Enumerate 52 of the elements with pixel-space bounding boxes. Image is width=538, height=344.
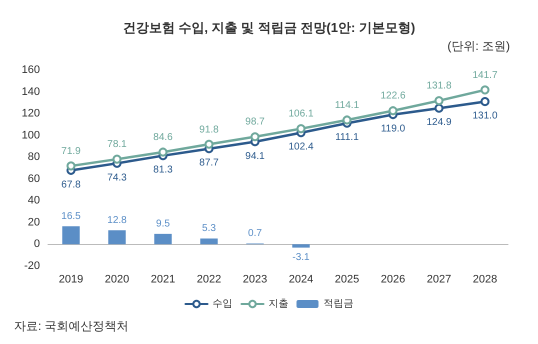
x-tick-label: 2019 [58, 274, 84, 286]
data-label: 71.9 [61, 146, 82, 157]
data-label: 124.9 [426, 117, 452, 128]
data-label: 67.8 [61, 179, 82, 190]
y-tick-label: 140 [22, 86, 40, 98]
data-label: 131.8 [426, 80, 452, 92]
data-label: 84.6 [153, 132, 174, 144]
x-tick-label: 2024 [288, 274, 314, 286]
data-label: 141.7 [472, 70, 498, 81]
legend-label: 지출 [268, 298, 288, 310]
data-label: 114.1 [334, 100, 360, 111]
data-label: 16.5 [61, 210, 82, 222]
text: (단위: 조원) [447, 39, 510, 53]
legend-label: 수입 [212, 298, 232, 310]
data-label: 81.3 [153, 164, 174, 176]
data-label: 5.3 [202, 222, 216, 234]
x-tick-label: 2021 [150, 274, 176, 286]
data-label: 122.6 [380, 90, 406, 102]
data-label: 94.1 [245, 150, 266, 162]
data-label: 98.7 [245, 116, 266, 128]
chart-title: 건강보험 수입, 지출 및 적립금 전망(1안: 기본모형) [122, 20, 416, 35]
y-tick-label: 40 [28, 194, 40, 207]
data-label: 131.0 [472, 110, 498, 122]
data-label: 106.1 [288, 108, 314, 120]
x-tick-label: 2023 [242, 274, 268, 286]
x-tick-label: 2027 [426, 274, 452, 286]
data-label: 102.4 [288, 142, 314, 153]
data-label: 74.3 [107, 172, 128, 184]
x-tick-label: 2022 [196, 274, 222, 286]
data-label: 111.1 [335, 132, 360, 144]
y-tick-label: 160 [22, 64, 40, 76]
data-label: -3.1 [292, 252, 310, 264]
x-tick-label: 2028 [472, 274, 498, 286]
y-tick-label: 20 [28, 216, 40, 228]
x-tick-label: 2026 [380, 274, 406, 286]
y-tick-label: -20 [24, 260, 40, 272]
y-tick-label: 0 [34, 238, 40, 250]
x-tick-label: 2020 [104, 274, 130, 286]
legend-label: 적립금 [324, 298, 354, 310]
data-label: 0.7 [248, 228, 262, 239]
y-tick-label: 60 [28, 172, 40, 185]
text: 자료: 국회예산정책처 [14, 319, 129, 333]
y-tick-label: 120 [22, 108, 40, 120]
x-tick-label: 2025 [334, 274, 360, 286]
data-label: 9.5 [156, 218, 170, 230]
data-label: 78.1 [107, 139, 128, 150]
data-label: 119.0 [380, 124, 406, 135]
y-tick-label: 100 [22, 129, 40, 142]
data-label: 87.7 [199, 158, 220, 169]
data-label: 91.8 [199, 124, 220, 136]
y-tick-label: 80 [28, 151, 40, 164]
data-label: 12.8 [107, 214, 128, 226]
